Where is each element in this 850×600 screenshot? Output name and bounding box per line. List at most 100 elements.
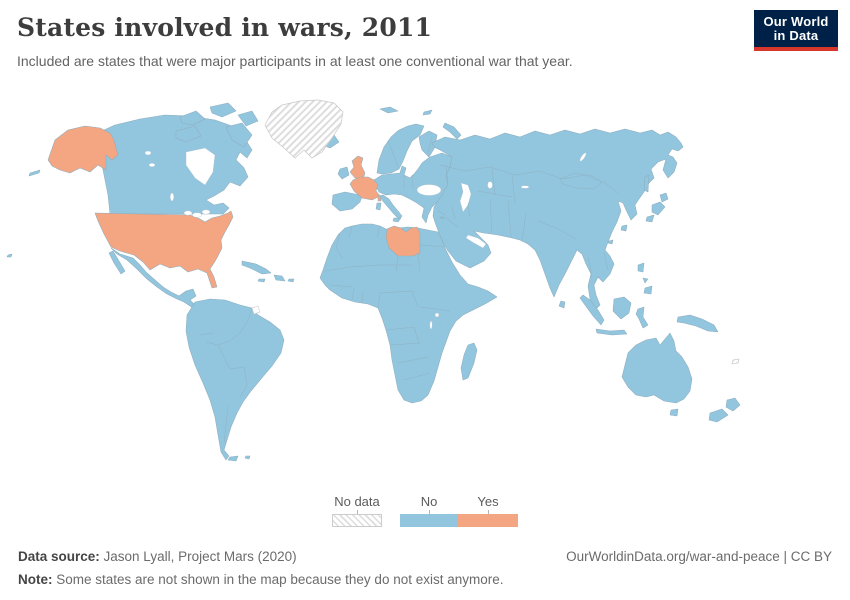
note-line: Note: Some states are not shown in the m… <box>18 568 504 591</box>
country-france-corsica[interactable] <box>377 194 382 202</box>
lake-winnipeg <box>169 192 174 202</box>
lake-great-lakes <box>192 212 202 218</box>
lake-great-bear <box>144 150 152 156</box>
region-africa[interactable] <box>319 223 498 404</box>
region-french-guiana[interactable] <box>251 305 261 315</box>
region-hawaii[interactable] <box>6 253 13 258</box>
region-new-zealand[interactable] <box>708 408 729 423</box>
region-japan[interactable] <box>645 214 655 223</box>
region-sardinia[interactable] <box>375 202 382 211</box>
region-puerto-rico[interactable] <box>287 278 295 283</box>
country-borders <box>198 136 619 444</box>
legend-tick <box>356 510 358 514</box>
region-eurasia[interactable] <box>431 128 684 311</box>
lake-great-lakes <box>201 209 211 215</box>
legend-tick <box>428 510 430 514</box>
country-united-states[interactable] <box>94 210 234 289</box>
region-ireland[interactable] <box>337 166 350 180</box>
region-svalbard[interactable] <box>422 109 433 116</box>
owid-logo-line1: Our World <box>763 14 829 29</box>
data-source-label: Data source: <box>18 549 100 564</box>
region-arctic-island[interactable] <box>237 110 259 127</box>
legend-no-swatch[interactable] <box>400 514 458 527</box>
sea-aral <box>487 181 493 189</box>
owid-link[interactable]: OurWorldinData.org/war-and-peace | CC BY <box>566 549 832 564</box>
chart-footer: Data source: Jason Lyall, Project Mars (… <box>18 545 832 591</box>
world-map[interactable] <box>0 95 850 495</box>
region-madagascar[interactable] <box>460 342 478 381</box>
region-new-guinea[interactable] <box>676 314 719 333</box>
map-legend: No data No Yes <box>0 494 850 527</box>
region-arctic-island[interactable] <box>209 102 237 118</box>
owid-logo-line2: in Data <box>773 28 819 43</box>
legend-tick <box>487 510 489 514</box>
region-finland[interactable] <box>418 130 438 158</box>
country-united-states-alaska[interactable] <box>47 125 119 174</box>
region-baja[interactable] <box>108 250 126 275</box>
region-sakhalin[interactable] <box>643 174 650 193</box>
data-source-line: Data source: Jason Lyall, Project Mars (… <box>18 545 504 568</box>
region-taiwan[interactable] <box>620 224 628 232</box>
legend-no-data-label: No data <box>334 494 380 509</box>
region-scandinavia[interactable] <box>376 123 425 175</box>
region-victoria-island[interactable] <box>175 125 202 143</box>
legend-no-label: No <box>420 494 438 509</box>
lake-balkhash <box>520 185 530 189</box>
region-greenland[interactable] <box>264 99 344 159</box>
region-falklands[interactable] <box>244 455 251 460</box>
region-australia[interactable] <box>621 332 693 404</box>
region-japan[interactable] <box>651 201 666 216</box>
region-new-zealand[interactable] <box>725 397 741 412</box>
legend-no-data[interactable]: No data <box>332 494 382 527</box>
region-sumatra[interactable] <box>579 294 605 326</box>
region-sicily[interactable] <box>392 217 402 223</box>
sea-black-sea <box>416 184 442 196</box>
region-italy[interactable] <box>379 194 403 220</box>
sea-hudson-bay <box>185 147 216 186</box>
country-libya[interactable] <box>385 225 421 257</box>
region-java[interactable] <box>595 328 628 336</box>
lake-victoria <box>434 312 440 318</box>
region-hainan[interactable] <box>607 239 614 245</box>
region-novaya-zemlya[interactable] <box>442 122 462 140</box>
country-united-kingdom[interactable] <box>349 155 366 180</box>
region-jamaica[interactable] <box>257 278 266 283</box>
region-arctic-island[interactable] <box>179 110 206 126</box>
region-south-america[interactable] <box>185 298 285 461</box>
owid-logo-stripe <box>754 47 838 51</box>
countries-no-data[interactable] <box>251 99 740 365</box>
region-philippines[interactable] <box>637 262 645 273</box>
page-subtitle: Included are states that were major part… <box>17 53 573 69</box>
region-tierra-del-fuego[interactable] <box>227 455 239 462</box>
region-sri-lanka[interactable] <box>558 300 566 309</box>
region-cuba[interactable] <box>241 260 272 275</box>
region-aleutians[interactable] <box>28 169 41 177</box>
region-tasmania[interactable] <box>669 408 679 417</box>
region-borneo[interactable] <box>612 296 632 320</box>
region-philippines[interactable] <box>642 277 649 284</box>
region-pacific-island-no-data[interactable] <box>731 358 740 365</box>
region-hispaniola[interactable] <box>273 274 286 282</box>
country-france[interactable] <box>349 176 381 201</box>
region-baffin[interactable] <box>225 122 253 148</box>
region-philippines[interactable] <box>643 285 653 295</box>
region-cyprus[interactable] <box>439 216 445 220</box>
legend-yes[interactable]: Yes <box>458 494 518 527</box>
seas-and-lakes <box>144 147 587 330</box>
legend-no-data-swatch[interactable] <box>332 514 382 527</box>
region-japan[interactable] <box>659 192 669 203</box>
region-canada[interactable] <box>92 114 253 215</box>
countries-yes[interactable] <box>47 125 421 289</box>
lake-baikal <box>579 152 587 162</box>
legend-yes-swatch[interactable] <box>458 514 518 527</box>
legend-no[interactable]: No <box>400 494 458 527</box>
region-iberia[interactable] <box>331 191 363 212</box>
owid-logo[interactable]: Our World in Data <box>754 10 838 47</box>
data-source-text: Jason Lyall, Project Mars (2020) <box>99 549 297 564</box>
region-svalbard[interactable] <box>379 106 399 114</box>
legend-yes-label: Yes <box>477 494 499 509</box>
countries-no[interactable] <box>6 102 741 462</box>
lake-tanganyika <box>429 320 433 330</box>
lake-great-lakes <box>183 210 193 216</box>
region-sulawesi[interactable] <box>635 306 649 329</box>
